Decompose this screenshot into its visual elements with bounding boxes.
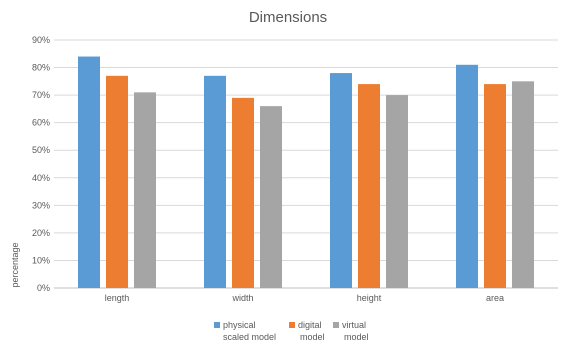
legend-label: digital (298, 320, 322, 330)
y-tick-label: 0% (37, 283, 50, 293)
y-tick-label: 10% (32, 255, 50, 265)
bar-area-series-1 (484, 84, 506, 288)
legend-label: scaled model (223, 332, 276, 342)
legend-label: physical (223, 320, 256, 330)
chart-title: Dimensions (249, 9, 327, 26)
bar-length-series-0 (78, 56, 100, 289)
x-tick-label: length (105, 293, 130, 303)
y-tick-label: 20% (32, 228, 50, 238)
bar-height-series-0 (330, 73, 352, 288)
x-axis-ticks: length width height area (105, 293, 504, 303)
y-axis-label: percentage (10, 242, 20, 287)
x-tick-label: width (231, 293, 253, 303)
legend-label: model (300, 332, 325, 342)
legend-swatch (289, 322, 295, 328)
legend: physical scaled model digital model virtual m… (214, 320, 369, 342)
x-tick-label: height (357, 293, 382, 303)
y-tick-label: 90% (32, 35, 50, 45)
bar-area-series-2 (512, 81, 534, 288)
bar-height-series-1 (358, 84, 380, 288)
y-tick-label: 60% (32, 118, 50, 128)
bar-area-series-0 (456, 64, 478, 288)
y-tick-label: 80% (32, 63, 50, 73)
legend-swatch (214, 322, 220, 328)
bar-length-series-2 (134, 92, 156, 288)
bar-width-series-0 (204, 75, 226, 288)
y-tick-label: 70% (32, 90, 50, 100)
y-tick-label: 50% (32, 145, 50, 155)
y-axis-ticks: 0% 10% 20% 30% 40% 50% 60% 70% 80% 90% (32, 35, 50, 293)
x-tick-label: area (486, 293, 504, 303)
gridlines (54, 39, 558, 289)
bar-width-series-1 (232, 97, 254, 288)
bar-length-series-1 (106, 75, 128, 288)
legend-label: model (344, 332, 369, 342)
legend-label: virtual (342, 320, 366, 330)
y-tick-label: 30% (32, 200, 50, 210)
y-tick-label: 40% (32, 173, 50, 183)
bar-height-series-2 (386, 95, 408, 288)
bars (78, 56, 534, 289)
bar-width-series-2 (260, 106, 282, 288)
legend-swatch (333, 322, 339, 328)
